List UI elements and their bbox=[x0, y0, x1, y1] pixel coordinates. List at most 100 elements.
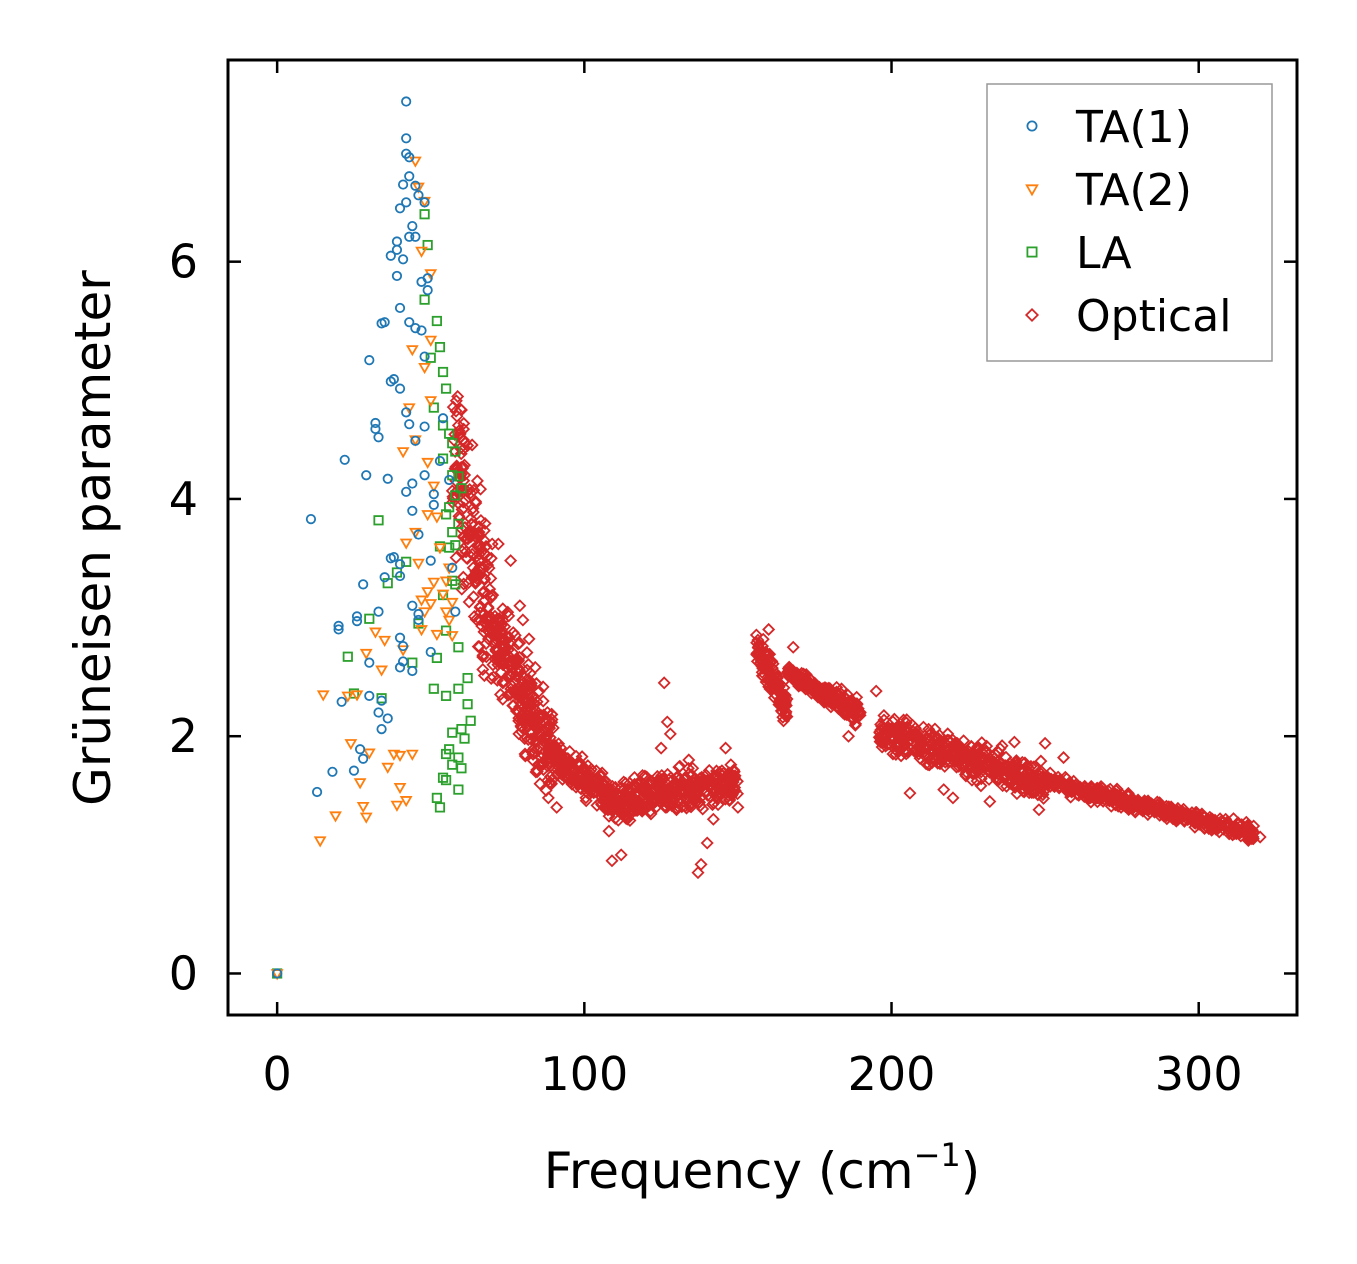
point-ta-2- bbox=[415, 246, 428, 258]
legend-entry-optical: Optical bbox=[1024, 291, 1231, 342]
point-ta-1- bbox=[394, 570, 406, 582]
point-optical bbox=[848, 718, 862, 732]
point-optical bbox=[616, 805, 630, 819]
point-ta-1- bbox=[401, 197, 412, 208]
point-optical bbox=[503, 667, 517, 681]
point-optical bbox=[449, 551, 463, 565]
point-ta-1- bbox=[401, 96, 412, 107]
point-optical bbox=[995, 739, 1009, 753]
point-optical bbox=[774, 698, 788, 712]
legend-entry-ta-1-: TA(1) bbox=[1026, 102, 1192, 153]
point-optical bbox=[474, 599, 488, 613]
point-optical bbox=[502, 630, 516, 644]
series-la bbox=[272, 209, 476, 979]
point-la bbox=[453, 518, 464, 529]
point-la bbox=[453, 784, 464, 795]
point-optical bbox=[614, 780, 628, 794]
point-ta-1- bbox=[351, 616, 363, 627]
x-tick-label: 100 bbox=[540, 1047, 628, 1101]
point-optical bbox=[749, 628, 763, 642]
point-optical bbox=[1220, 815, 1234, 829]
point-ta-1- bbox=[401, 133, 412, 144]
point-ta-2- bbox=[408, 527, 422, 540]
point-optical bbox=[691, 866, 705, 880]
point-optical bbox=[504, 682, 518, 696]
point-la bbox=[447, 527, 458, 538]
point-optical bbox=[633, 782, 647, 796]
point-ta-2- bbox=[344, 739, 358, 751]
point-optical bbox=[941, 727, 955, 741]
point-ta-1- bbox=[413, 608, 424, 620]
point-optical bbox=[502, 655, 516, 669]
point-ta-1- bbox=[333, 624, 344, 635]
point-la bbox=[459, 733, 470, 744]
point-optical bbox=[476, 650, 490, 664]
point-ta-1- bbox=[358, 753, 369, 764]
point-la bbox=[450, 446, 461, 457]
point-ta-1- bbox=[388, 374, 399, 385]
legend-label: TA(2) bbox=[1075, 165, 1192, 216]
point-optical bbox=[1177, 814, 1191, 828]
point-ta-2- bbox=[399, 538, 413, 550]
point-optical bbox=[503, 687, 517, 701]
point-ta-1- bbox=[425, 555, 436, 566]
y-tick-label: 6 bbox=[169, 235, 198, 289]
point-optical bbox=[1075, 783, 1089, 797]
point-optical bbox=[506, 699, 520, 713]
point-optical bbox=[621, 794, 635, 808]
point-optical bbox=[762, 658, 776, 672]
point-optical bbox=[946, 791, 960, 805]
point-ta-2- bbox=[362, 748, 376, 760]
point-la bbox=[437, 772, 449, 783]
point-optical bbox=[561, 751, 575, 766]
point-optical bbox=[778, 707, 792, 721]
point-optical bbox=[466, 505, 480, 519]
point-ta-1- bbox=[404, 419, 415, 430]
point-optical bbox=[886, 715, 900, 729]
point-optical bbox=[490, 650, 504, 664]
point-ta-1- bbox=[354, 744, 366, 755]
point-ta-1- bbox=[333, 620, 344, 631]
point-optical bbox=[611, 789, 625, 803]
point-ta-1- bbox=[364, 690, 375, 701]
point-optical bbox=[659, 795, 673, 809]
point-ta-2- bbox=[430, 629, 444, 642]
point-la bbox=[401, 556, 412, 567]
legend-entry-la: LA bbox=[1026, 228, 1132, 279]
series-ta-1- bbox=[272, 96, 461, 979]
point-optical bbox=[517, 714, 531, 728]
point-optical bbox=[875, 740, 889, 754]
point-optical bbox=[929, 740, 943, 754]
point-optical bbox=[903, 786, 917, 800]
point-ta-1- bbox=[444, 474, 455, 486]
point-la bbox=[456, 763, 467, 774]
point-ta-2- bbox=[399, 796, 413, 808]
point-optical bbox=[569, 773, 583, 787]
point-ta-1- bbox=[407, 600, 418, 611]
point-ta-1- bbox=[419, 470, 430, 481]
point-ta-1- bbox=[404, 231, 415, 242]
point-ta-1- bbox=[404, 152, 415, 163]
point-optical bbox=[705, 798, 720, 812]
point-optical bbox=[501, 605, 515, 619]
point-optical bbox=[827, 692, 841, 706]
point-optical bbox=[1096, 781, 1110, 795]
point-ta-2- bbox=[415, 625, 428, 637]
point-ta-1- bbox=[394, 632, 406, 643]
point-ta-2- bbox=[427, 481, 441, 493]
point-optical bbox=[518, 749, 532, 763]
point-optical bbox=[456, 570, 470, 584]
legend: TA(1) TA(2) LA Optical bbox=[986, 83, 1273, 362]
point-la bbox=[453, 683, 464, 694]
point-optical bbox=[1181, 813, 1195, 827]
point-optical bbox=[491, 537, 505, 551]
point-optical bbox=[1039, 771, 1053, 785]
point-ta-1- bbox=[404, 317, 415, 328]
point-optical bbox=[694, 857, 708, 871]
point-optical bbox=[1139, 797, 1153, 811]
point-ta-1- bbox=[370, 417, 381, 429]
point-optical bbox=[548, 739, 562, 753]
point-optical bbox=[579, 791, 593, 805]
point-optical bbox=[446, 400, 460, 414]
point-optical bbox=[1198, 821, 1212, 835]
